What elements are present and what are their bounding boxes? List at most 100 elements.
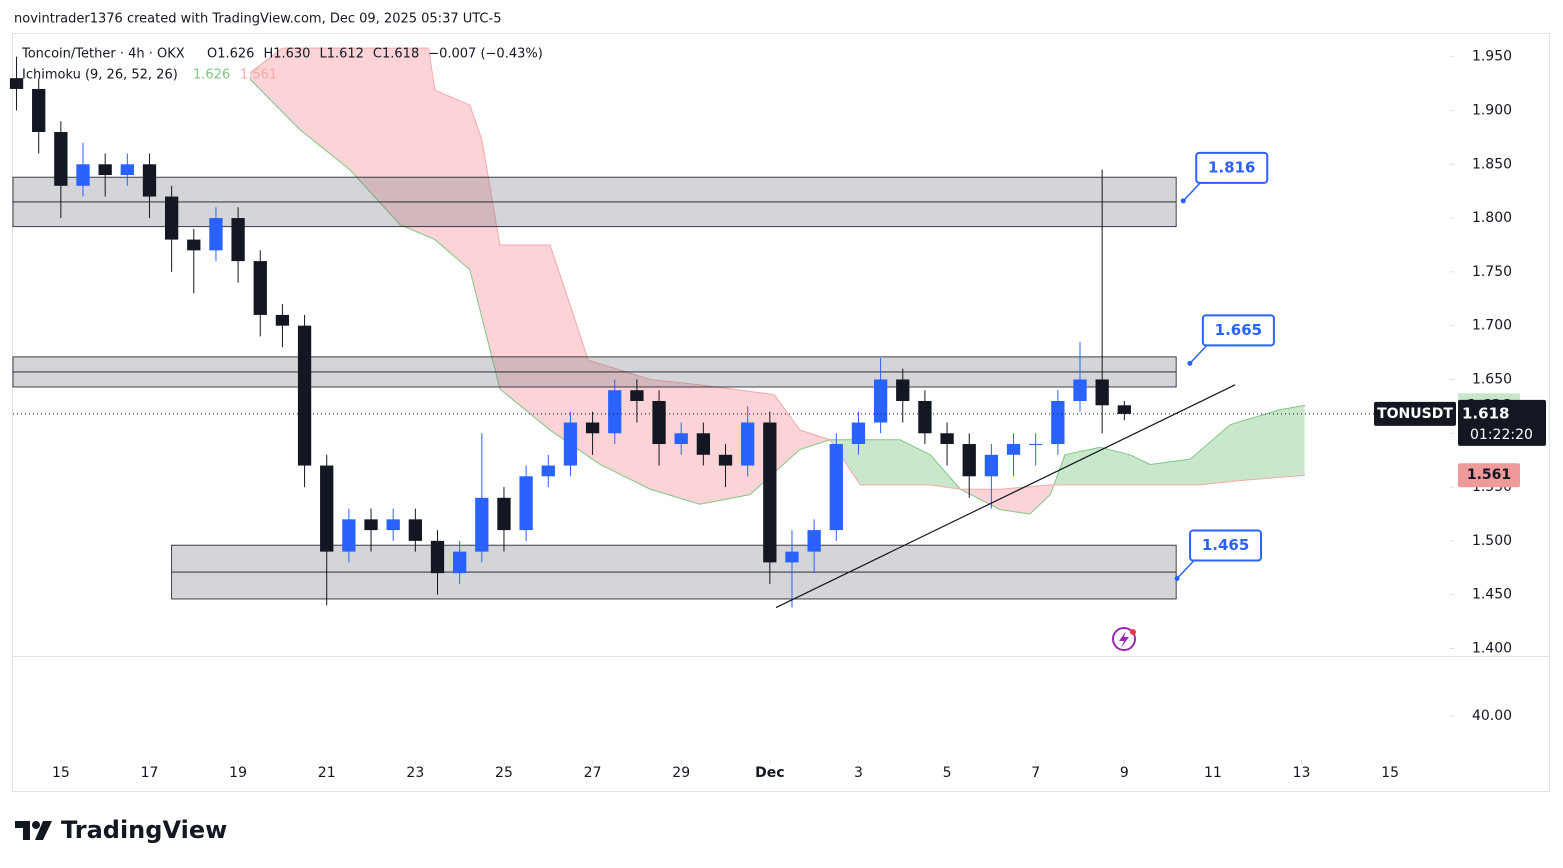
span-b-tag: 1.561 [1467,467,1511,483]
candle-body [918,400,932,434]
candle-body [32,88,46,132]
brand-logo: TradingView [15,816,227,844]
ohlc-value: H1.630 [263,47,310,62]
candle-body [253,261,267,315]
last-price-tag: 1.618 [1462,404,1509,422]
cloud-line [249,47,1306,490]
candle-body [652,400,666,445]
x-tick-label: 17 [141,765,159,781]
y-tick-label: 1.800 [1472,210,1512,226]
candle-body [851,422,866,445]
callout-label: 1.665 [1215,321,1262,339]
candle-body [54,131,68,186]
candle-body [1117,405,1131,414]
ticker-tag: TONUSDT [1377,406,1453,422]
y-tick-label: 1.700 [1472,318,1512,334]
candle-body [1029,444,1043,446]
candle-body [1006,444,1021,455]
cloud-fill [250,48,831,505]
y-tick-label: 1.850 [1472,156,1512,172]
candle-body [76,164,90,186]
x-tick-label: 29 [672,765,690,781]
candle-body [231,218,245,262]
candle-body [741,422,755,466]
candle-body [1095,379,1109,406]
y-tick-label: 1.400 [1472,640,1512,656]
candle-body [896,379,910,401]
candle-body [696,433,711,455]
ticker-tag-bg [1374,401,1456,426]
x-tick-label: 3 [854,765,863,781]
x-tick-label: 9 [1120,765,1129,781]
last-price-tag-bg [1458,399,1546,446]
candle-body [342,519,356,552]
x-tick-label: 21 [318,765,336,781]
cloud-fill [961,483,1055,514]
callout-box [1189,529,1263,562]
candle-body [563,422,578,466]
callout-pointer [1176,559,1213,580]
candle-body [320,465,334,552]
candle-body [497,497,511,531]
y-tick-label: 1.650 [1472,371,1512,387]
candle-body [275,314,290,326]
candle-body [1051,400,1065,445]
candle-body [630,390,644,401]
plot: 1.9501.9001.8501.8001.7501.7001.6501.600… [9,47,1546,781]
y-tick-label: 1.500 [1472,533,1512,549]
callout-anchor [1180,198,1186,204]
candle-body [785,551,799,563]
indicator-value-a: 1.626 [193,68,230,83]
candle-body [187,239,201,251]
candle-body [718,454,733,466]
candle-body [386,519,400,531]
candle-body [873,379,888,423]
ohlc-value: O1.626 [207,47,254,62]
candle-body [519,476,533,531]
callout-anchor [1187,360,1193,366]
y-tick-label: 40.00 [1472,708,1512,724]
x-tick-label: 13 [1293,765,1311,781]
cloud-fill [830,439,962,490]
callout-label: 1.465 [1202,536,1249,554]
brand: TradingView [61,816,227,844]
alert-dot [1130,629,1136,635]
candle-body [984,454,999,477]
ohlc-legend: O1.626 H1.630 L1.612 C1.618 −0.007 (−0.43%) [207,47,543,62]
callout-box [1195,151,1269,184]
callout-pointer [1182,182,1219,202]
x-tick-label: 5 [943,765,952,781]
alert-icon[interactable] [1112,627,1136,651]
countdown: 01:22:20 [1470,427,1533,443]
candle-body [475,497,489,552]
ohlc-value: L1.612 [319,47,363,62]
candle-body [585,422,600,434]
credit: novintrader1376 created with TradingView… [14,12,501,27]
candle-body [674,433,688,445]
logo-mark [15,821,30,840]
candle-body [453,551,467,574]
indicator-name: Ichimoku (9, 26, 52, 26) [22,68,178,83]
candle-body [940,433,954,445]
candle-body [430,540,445,574]
callout-box [1201,314,1275,347]
candle-body [209,218,223,251]
candle-body [541,465,555,477]
candle-body [142,164,157,197]
ohlc-value: C1.618 [373,47,419,62]
y-tick-label: 1.450 [1472,587,1512,603]
x-tick-label: 23 [406,765,424,781]
candle-body [1073,379,1087,401]
x-tick-label: 7 [1031,765,1040,781]
x-tick-label: 27 [584,765,602,781]
logo-mark [35,821,52,840]
candle-body [364,519,378,531]
chart-frame [12,33,1550,792]
x-tick-label: 11 [1204,765,1222,781]
y-tick-label: 1.950 [1472,49,1512,65]
candle-body [962,444,976,477]
callout-anchor [1174,576,1180,582]
ohlc-value: −0.007 (−0.43%) [428,47,543,62]
y-tick-label: 1.750 [1472,264,1512,280]
